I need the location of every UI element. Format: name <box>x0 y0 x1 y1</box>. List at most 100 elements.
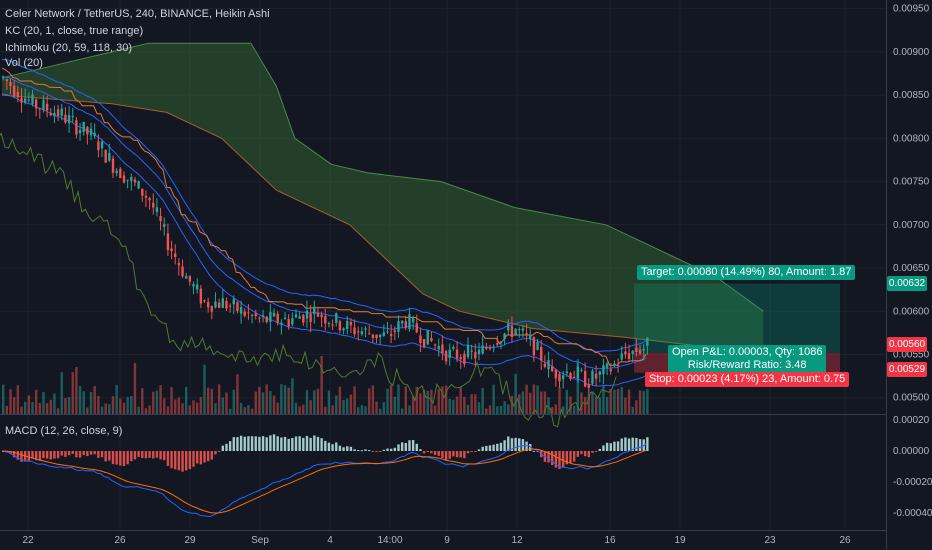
volume-bar <box>521 391 525 414</box>
axis-label: 29 <box>184 535 196 546</box>
macd-histogram-bar <box>67 451 71 456</box>
candle-body <box>144 195 148 198</box>
macd-histogram-bar <box>20 451 23 462</box>
volume-bar <box>56 408 60 414</box>
axis-label: 26 <box>839 535 851 546</box>
volume-bar <box>152 391 155 414</box>
volume-bar <box>316 388 320 414</box>
volume-bar <box>111 396 115 414</box>
legend-vol[interactable]: Vol (20) <box>5 57 43 69</box>
candle-body <box>64 114 67 123</box>
volume-bar <box>532 384 536 414</box>
candle-body <box>536 341 539 350</box>
candle-body <box>627 353 631 360</box>
volume-bar <box>265 384 268 414</box>
volume-bar <box>298 406 301 414</box>
candle-body <box>554 369 558 379</box>
candle-body <box>170 248 173 252</box>
volume-bar <box>280 384 283 414</box>
candle-body <box>368 333 371 335</box>
candle-body <box>360 331 364 335</box>
volume-bar <box>228 408 232 414</box>
macd-histogram-bar <box>466 451 470 454</box>
candle-body <box>42 100 45 111</box>
volume-bar <box>203 364 206 414</box>
macd-histogram-bar <box>444 451 448 461</box>
candle-body <box>174 253 177 257</box>
candle-body <box>269 311 272 322</box>
macd-histogram-bar <box>148 451 151 458</box>
volume-bar <box>254 391 257 414</box>
volume-bar <box>444 385 448 414</box>
kc-upper-line <box>1 58 647 353</box>
macd-histogram-bar <box>532 450 536 452</box>
macd-histogram-bar <box>525 441 528 451</box>
volume-bar <box>646 389 649 414</box>
candle-body <box>386 331 389 333</box>
macd-histogram-bar <box>75 451 78 458</box>
volume-bar <box>397 384 400 414</box>
candle-body <box>349 321 353 326</box>
indicator-lines <box>0 58 647 428</box>
legend-macd[interactable]: MACD (12, 26, close, 9) <box>5 425 123 437</box>
candle-body <box>298 316 301 319</box>
candle-body <box>477 349 481 355</box>
macd-histogram-bar <box>217 451 221 452</box>
volume-bar <box>368 388 371 414</box>
legend-ichimoku[interactable]: Ichimoku (20, 59, 118, 30) <box>5 42 132 54</box>
macd-histogram-bar <box>9 451 12 454</box>
candle-body <box>561 375 565 380</box>
candle-body <box>565 371 569 374</box>
candle-body <box>408 314 411 329</box>
macd-histogram-bar <box>463 451 466 459</box>
candle-body <box>411 318 415 323</box>
volume-bar <box>20 406 23 414</box>
volume-bar <box>261 392 265 414</box>
candle-body <box>86 126 89 135</box>
candle-body <box>302 314 305 323</box>
candle-body <box>261 315 265 318</box>
macd-histogram-bar <box>93 451 96 455</box>
chikou-line <box>0 132 617 428</box>
volume-bar <box>53 393 56 414</box>
macd-histogram-bar <box>130 451 133 462</box>
volume-bar <box>375 401 378 414</box>
volume-bar <box>587 394 590 414</box>
volume-bar <box>481 387 484 414</box>
volume-bar <box>324 406 327 414</box>
macd-histogram-bar <box>141 451 144 459</box>
candle-body <box>488 347 492 349</box>
macd-histogram-bar <box>510 438 514 451</box>
macd-histogram-bar <box>404 443 407 451</box>
candle-body <box>594 373 598 379</box>
candle-body <box>185 276 188 279</box>
volume-bar <box>199 397 203 414</box>
macd-histogram-bar <box>239 435 243 451</box>
macd-histogram-bar <box>163 451 166 461</box>
macd-histogram-bar <box>133 451 137 460</box>
price-tag-target: 0.00632 <box>887 276 927 291</box>
candle-body <box>195 284 199 290</box>
volume-bar <box>126 397 129 414</box>
target-label[interactable]: Target: 0.00080 (14.49%) 80, Amount: 1.8… <box>637 265 856 280</box>
candle-body <box>613 363 616 366</box>
macd-histogram-bar <box>265 437 268 451</box>
candle-body <box>532 337 536 356</box>
pnl-label[interactable]: Open P&L: 0.00003, Qty: 1086 Risk/Reward… <box>668 345 827 373</box>
candle-body <box>353 327 356 335</box>
price-tag-stop: 0.00529 <box>887 362 927 377</box>
volume-bar <box>272 395 276 414</box>
candle-body <box>324 316 327 324</box>
legend-kc[interactable]: KC (20, 1, close, true range) <box>5 25 144 37</box>
candle-body <box>393 330 397 332</box>
volume-bar <box>115 384 118 414</box>
axis-label: 19 <box>674 535 686 546</box>
candle-body <box>27 99 31 101</box>
axis-label: 0.00750 <box>893 177 930 188</box>
candle-body <box>228 305 232 307</box>
volume-bar <box>594 396 598 414</box>
macd-histogram-bar <box>258 436 261 451</box>
volume-bar <box>210 388 214 414</box>
stop-label[interactable]: Stop: 0.00023 (4.17%) 23, Amount: 0.75 <box>645 372 850 387</box>
volume-bar <box>551 407 554 414</box>
